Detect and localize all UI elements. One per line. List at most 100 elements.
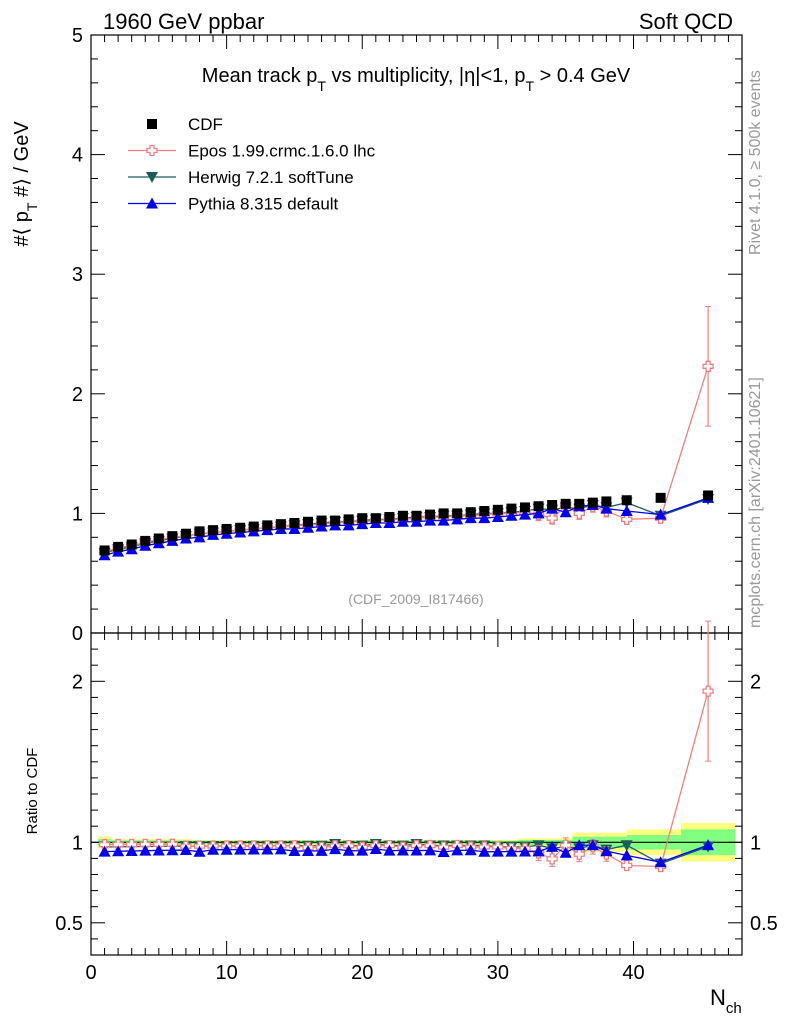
main-point-pythia: [424, 514, 437, 526]
main-axis-ticks: 0 1 2 3 4 5: [72, 25, 743, 645]
ratio-point-pythia: [139, 844, 152, 856]
main-point-cdf: [221, 523, 232, 534]
ratio-point-epos: [560, 839, 572, 851]
main-title-text: Mean track p: [202, 65, 318, 87]
ratio-point-epos: [573, 848, 585, 860]
ratio-point-pythia: [559, 846, 572, 858]
ratio-series-pythia: [98, 839, 715, 868]
main-point-cdf: [126, 539, 137, 550]
main-title-sub1: T: [317, 78, 326, 94]
ratio-y-tick-label: 2: [72, 671, 83, 693]
ratio-point-pythia: [396, 844, 409, 856]
main-y-axis-label: #⟨ pT #⟩ / GeV: [11, 121, 40, 247]
main-y-tick-label: 5: [72, 25, 83, 47]
main-point-cdf: [330, 515, 341, 526]
ratio-point-pythia: [315, 844, 328, 856]
main-point-cdf: [411, 510, 422, 521]
ratio-point-pythia: [152, 844, 165, 856]
main-point-cdf: [506, 503, 517, 514]
main-point-epos: [573, 507, 585, 520]
mcplots-label: mcplots.cern.ch [arXiv:2401.10621]: [747, 377, 764, 628]
x-tick-label: 0: [85, 962, 96, 984]
main-series-cdf: [99, 490, 714, 556]
main-point-pythia: [620, 505, 633, 517]
main-point-pythia: [288, 522, 301, 534]
main-point-cdf: [194, 526, 205, 537]
main-point-pythia: [532, 507, 545, 519]
ratio-point-pythia: [586, 839, 599, 851]
main-point-cdf: [235, 522, 246, 533]
ratio-point-pythia: [342, 844, 355, 856]
ratio-point-pythia: [274, 843, 287, 855]
ratio-point-pythia: [464, 844, 477, 856]
main-point-cdf: [465, 507, 476, 518]
main-point-cdf: [384, 511, 395, 522]
main-point-pythia: [478, 512, 491, 524]
legend-entry-herwig: Herwig 7.2.1 softTune: [128, 168, 354, 187]
main-point-epos: [702, 360, 714, 372]
main-point-pythia: [491, 510, 504, 522]
legend-label-cdf: CDF: [188, 115, 223, 134]
main-point-cdf: [303, 516, 313, 527]
ratio-point-pythia: [478, 845, 491, 857]
main-title-mid: vs multiplicity, |η|<1, p: [326, 65, 526, 87]
x-axis-label: Nch: [710, 985, 742, 1017]
main-y-tick-label: 2: [72, 384, 83, 406]
main-point-cdf: [113, 541, 124, 552]
ratio-point-pythia: [288, 845, 301, 857]
main-point-cdf: [438, 508, 449, 519]
main-point-pythia: [600, 502, 613, 514]
ratio-y-tick-label-right: 1: [750, 832, 761, 854]
main-point-epos: [546, 512, 558, 524]
ratio-plot-frame: [90, 632, 743, 956]
main-point-cdf: [140, 535, 151, 546]
main-point-cdf: [316, 515, 327, 526]
main-point-cdf: [560, 498, 571, 509]
main-series-layer: [98, 305, 715, 561]
analysis-tag: (CDF_2009_I817466): [348, 591, 483, 607]
ratio-point-epos: [621, 859, 633, 872]
main-y-label-pre: #⟨ p: [11, 211, 33, 247]
ratio-point-pythia: [451, 844, 464, 856]
ratio-point-pythia: [383, 844, 396, 856]
main-y-tick-label: 1: [72, 503, 83, 525]
legend-marker-cdf: [147, 119, 157, 129]
legend-entry-cdf: CDF: [147, 115, 223, 134]
legend-marker-pythia: [146, 197, 158, 209]
rivet-label: Rivet 4.1.0, ≥ 500k events: [747, 70, 764, 255]
main-point-cdf: [601, 496, 612, 507]
main-point-cdf: [262, 520, 273, 531]
ratio-point-pythia: [505, 845, 518, 857]
main-point-cdf: [533, 501, 544, 512]
main-point-pythia: [451, 513, 464, 525]
ratio-point-pythia: [532, 845, 545, 857]
main-point-pythia: [519, 508, 531, 520]
legend-marker-herwig: [146, 172, 158, 183]
legend-label-pythia: Pythia 8.315 default: [188, 195, 339, 214]
main-point-pythia: [302, 521, 314, 533]
ratio-point-pythia: [410, 844, 423, 856]
main-point-pythia: [383, 516, 396, 528]
main-point-cdf: [208, 525, 219, 536]
ratio-point-pythia: [302, 844, 314, 856]
ratio-y-axis-label: Ratio to CDF: [24, 748, 41, 835]
main-point-cdf: [452, 508, 463, 519]
main-point-cdf: [357, 513, 368, 524]
ratio-point-pythia: [234, 843, 247, 855]
main-title-sub2: T: [525, 78, 534, 94]
ratio-y-tick-label-right: 0.5: [750, 913, 778, 935]
ratio-point-pythia: [600, 845, 613, 857]
main-title: Mean track pT vs multiplicity, |η|<1, pT…: [202, 65, 631, 94]
ratio-point-pythia: [369, 843, 382, 855]
main-point-cdf: [479, 506, 490, 517]
main-point-pythia: [356, 518, 369, 530]
ratio-point-herwig: [620, 840, 633, 852]
header-collision: 1960 GeV ppbar: [103, 9, 264, 34]
main-point-cdf: [703, 490, 714, 501]
ratio-point-pythia: [424, 844, 437, 856]
main-point-pythia: [464, 512, 477, 524]
main-point-cdf: [153, 533, 164, 544]
ratio-point-pythia: [702, 839, 715, 851]
main-point-cdf: [520, 502, 530, 513]
